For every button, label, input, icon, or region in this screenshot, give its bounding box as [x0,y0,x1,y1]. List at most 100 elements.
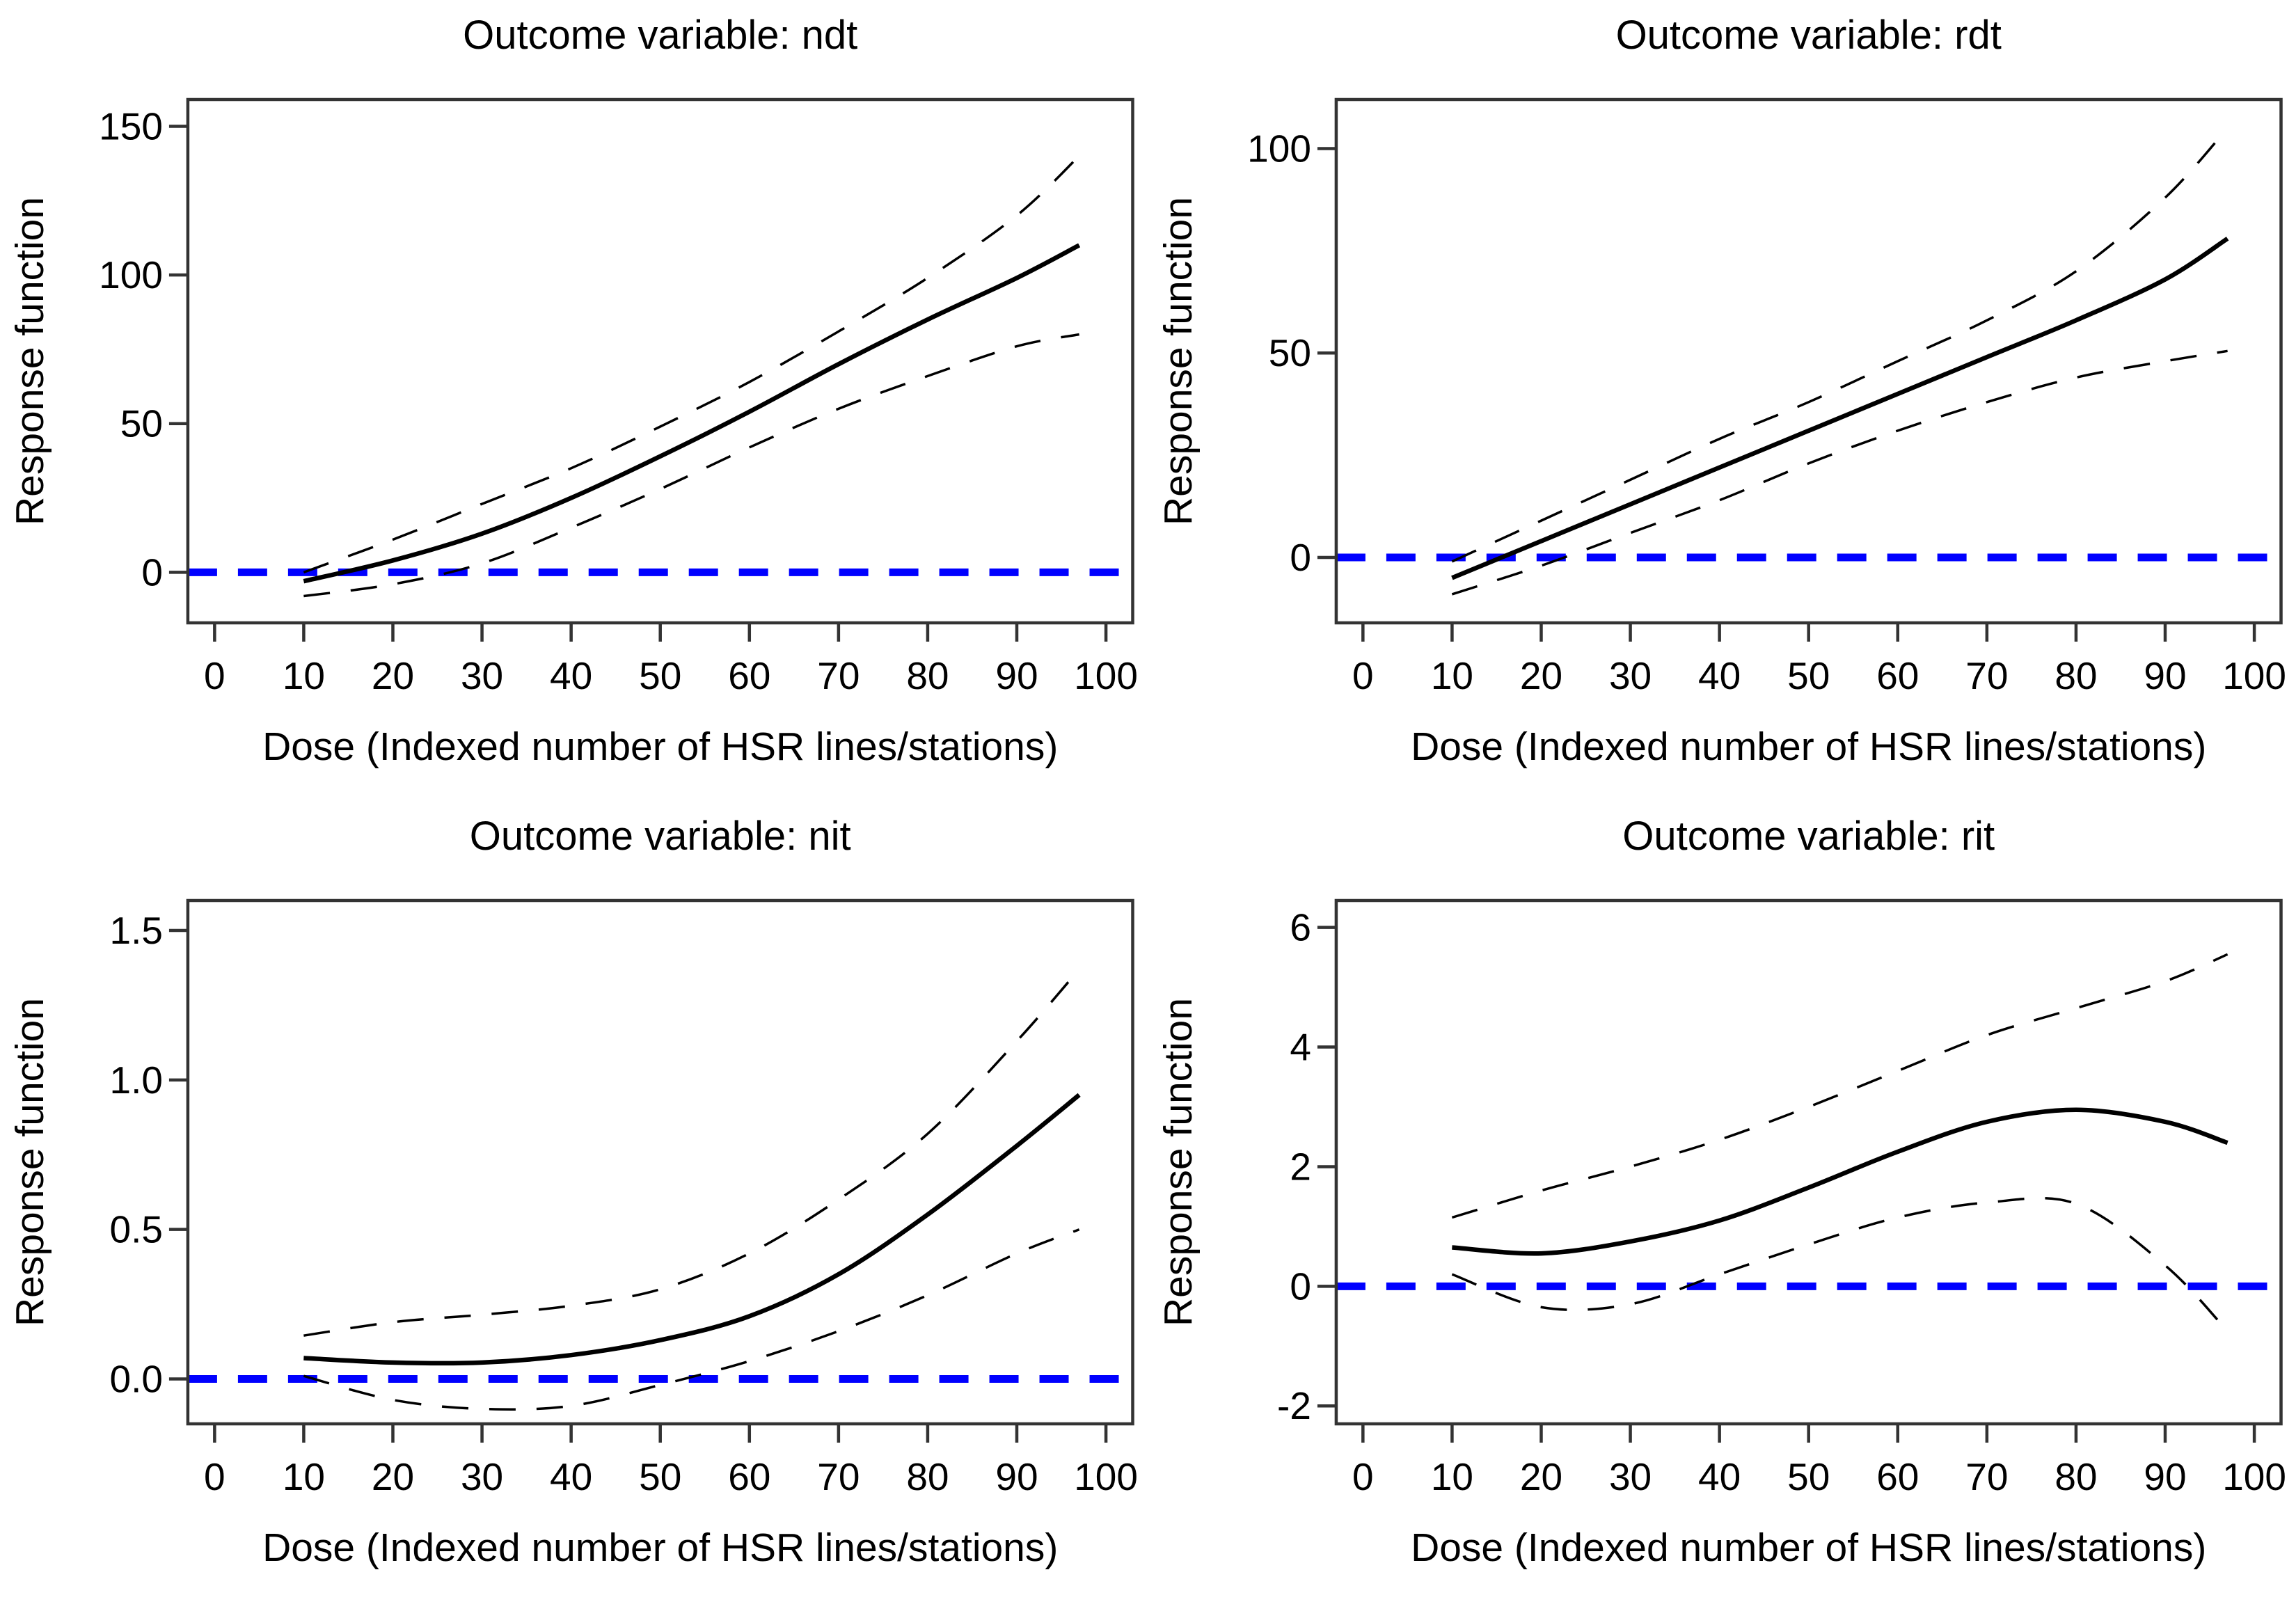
chart-title: Outcome variable: rdt [1615,13,2001,58]
chart-rdt-svg: Outcome variable: rdt Dose (Indexed numb… [1155,13,2286,769]
panel-nit: Outcome variable: nit Dose (Indexed numb… [0,801,1148,1602]
y-tick-label: 100 [1247,127,1311,170]
x-tick-label: 50 [639,1455,681,1498]
y-tick-label: 50 [1268,331,1311,374]
plot-area: 0 10 20 30 40 50 60 70 80 90 100 0 50 100 [1247,97,2286,697]
x-tick-label: 100 [2222,1455,2286,1498]
x-tick-label: 0 [204,1455,225,1498]
fit-line [303,243,1081,584]
upper-ci-line [303,154,1080,574]
x-tick-label: 30 [1608,1455,1651,1498]
x-tick-label: 0 [1352,1455,1374,1498]
x-tick-label: 70 [817,654,860,697]
x-tick-label: 80 [906,654,949,697]
upper-ci-line [1451,127,2228,563]
chart-title: Outcome variable: nit [470,814,851,859]
y-tick-label: 1.5 [110,909,163,952]
x-tick-label: 70 [1965,654,2008,697]
x-tick-label: 30 [461,654,503,697]
y-tick-label: 0 [1290,1264,1311,1308]
plot-area: 0 10 20 30 40 50 60 70 80 90 100 0.0 0.5 1.0 1.5 [110,898,1138,1498]
x-tick-label: 90 [995,654,1038,697]
x-tick-label: 60 [1876,654,1919,697]
x-tick-label: 40 [1698,654,1741,697]
x-tick-label: 40 [550,654,592,697]
chart-title: Outcome variable: ndt [463,13,857,58]
chart-rit-svg: Outcome variable: rit Dose (Indexed numb… [1155,814,2286,1570]
x-tick-label: 30 [461,1455,503,1498]
x-tick-label: 0 [204,654,225,697]
x-tick-label: 80 [906,1455,949,1498]
upper-ci-line [1451,953,2228,1219]
x-tick-label: 40 [550,1455,592,1498]
plot-frame [186,97,1134,625]
x-tick-label: 10 [283,1455,325,1498]
x-axis-label: Dose (Indexed number of HSR lines/statio… [262,1525,1058,1570]
y-axis-label: Response function [1155,998,1200,1326]
x-tick-label: 100 [1074,1455,1138,1498]
x-tick-label: 50 [1787,654,1830,697]
chart-nit-svg: Outcome variable: nit Dose (Indexed numb… [8,814,1138,1570]
x-tick-label: 80 [2054,654,2097,697]
x-tick-label: 20 [372,1455,414,1498]
plot-frame [1334,898,2283,1426]
x-tick-label: 90 [2144,654,2186,697]
panel-ndt: Outcome variable: ndt Dose (Indexed numb… [0,0,1148,801]
y-tick-label: 0 [1290,536,1311,579]
y-axis-label: Response function [8,998,52,1326]
x-tick-label: 60 [728,654,770,697]
panel-rit: Outcome variable: rit Dose (Indexed numb… [1148,801,2296,1602]
y-tick-label: 0.5 [110,1208,163,1251]
plot-frame [186,898,1134,1426]
x-tick-label: 80 [2054,1455,2097,1498]
x-tick-label: 30 [1608,654,1651,697]
fit-line [1451,1107,2228,1256]
lower-ci-line [303,333,1079,598]
x-tick-label: 20 [1519,1455,1562,1498]
x-axis-label: Dose (Indexed number of HSR lines/statio… [262,724,1058,769]
x-tick-label: 10 [1430,1455,1473,1498]
plot-frame [1334,97,2283,625]
x-tick-label: 10 [283,654,325,697]
x-tick-label: 60 [728,1455,770,1498]
x-axis-label: Dose (Indexed number of HSR lines/statio… [1411,724,2206,769]
y-axis-label: Response function [8,197,52,525]
plot-area: 0 10 20 30 40 50 60 70 80 90 100 -2 0 2 4 6 [1277,898,2286,1498]
x-tick-label: 100 [2222,654,2286,697]
y-tick-label: 2 [1290,1145,1311,1188]
lower-ci-line [1451,1196,2228,1333]
y-tick-label: 150 [99,104,163,148]
x-tick-label: 90 [995,1455,1038,1498]
y-tick-label: 50 [120,402,163,445]
x-tick-label: 50 [1787,1455,1830,1498]
y-tick-label: 0.0 [110,1358,163,1401]
x-tick-label: 10 [1430,654,1473,697]
fit-line [1450,237,2228,580]
x-tick-label: 20 [372,654,414,697]
x-tick-label: 100 [1074,654,1138,697]
x-tick-label: 60 [1876,1455,1919,1498]
x-tick-label: 20 [1519,654,1562,697]
chart-ndt-svg: Outcome variable: ndt Dose (Indexed numb… [8,13,1138,769]
x-tick-label: 70 [1965,1455,2008,1498]
y-tick-label: 1.0 [110,1058,163,1102]
plot-area: 0 10 20 30 40 50 60 70 80 90 100 0 50 100 150 [99,97,1138,697]
lower-ci-line [303,1228,1080,1411]
x-tick-label: 90 [2144,1455,2186,1498]
x-tick-label: 50 [639,654,681,697]
panel-rdt: Outcome variable: rdt Dose (Indexed numb… [1148,0,2296,801]
chart-title: Outcome variable: rit [1622,814,1995,859]
x-tick-label: 70 [817,1455,860,1498]
x-axis-label: Dose (Indexed number of HSR lines/statio… [1411,1525,2206,1570]
fit-line [303,1093,1081,1366]
x-tick-label: 0 [1352,654,1374,697]
y-tick-label: 4 [1290,1026,1311,1069]
y-tick-label: 0 [141,550,163,594]
y-tick-label: 100 [99,253,163,296]
y-tick-label: 6 [1290,906,1311,949]
x-tick-label: 40 [1698,1455,1741,1498]
upper-ci-line [303,968,1080,1337]
y-tick-label: -2 [1277,1384,1311,1427]
y-axis-label: Response function [1155,197,1200,525]
